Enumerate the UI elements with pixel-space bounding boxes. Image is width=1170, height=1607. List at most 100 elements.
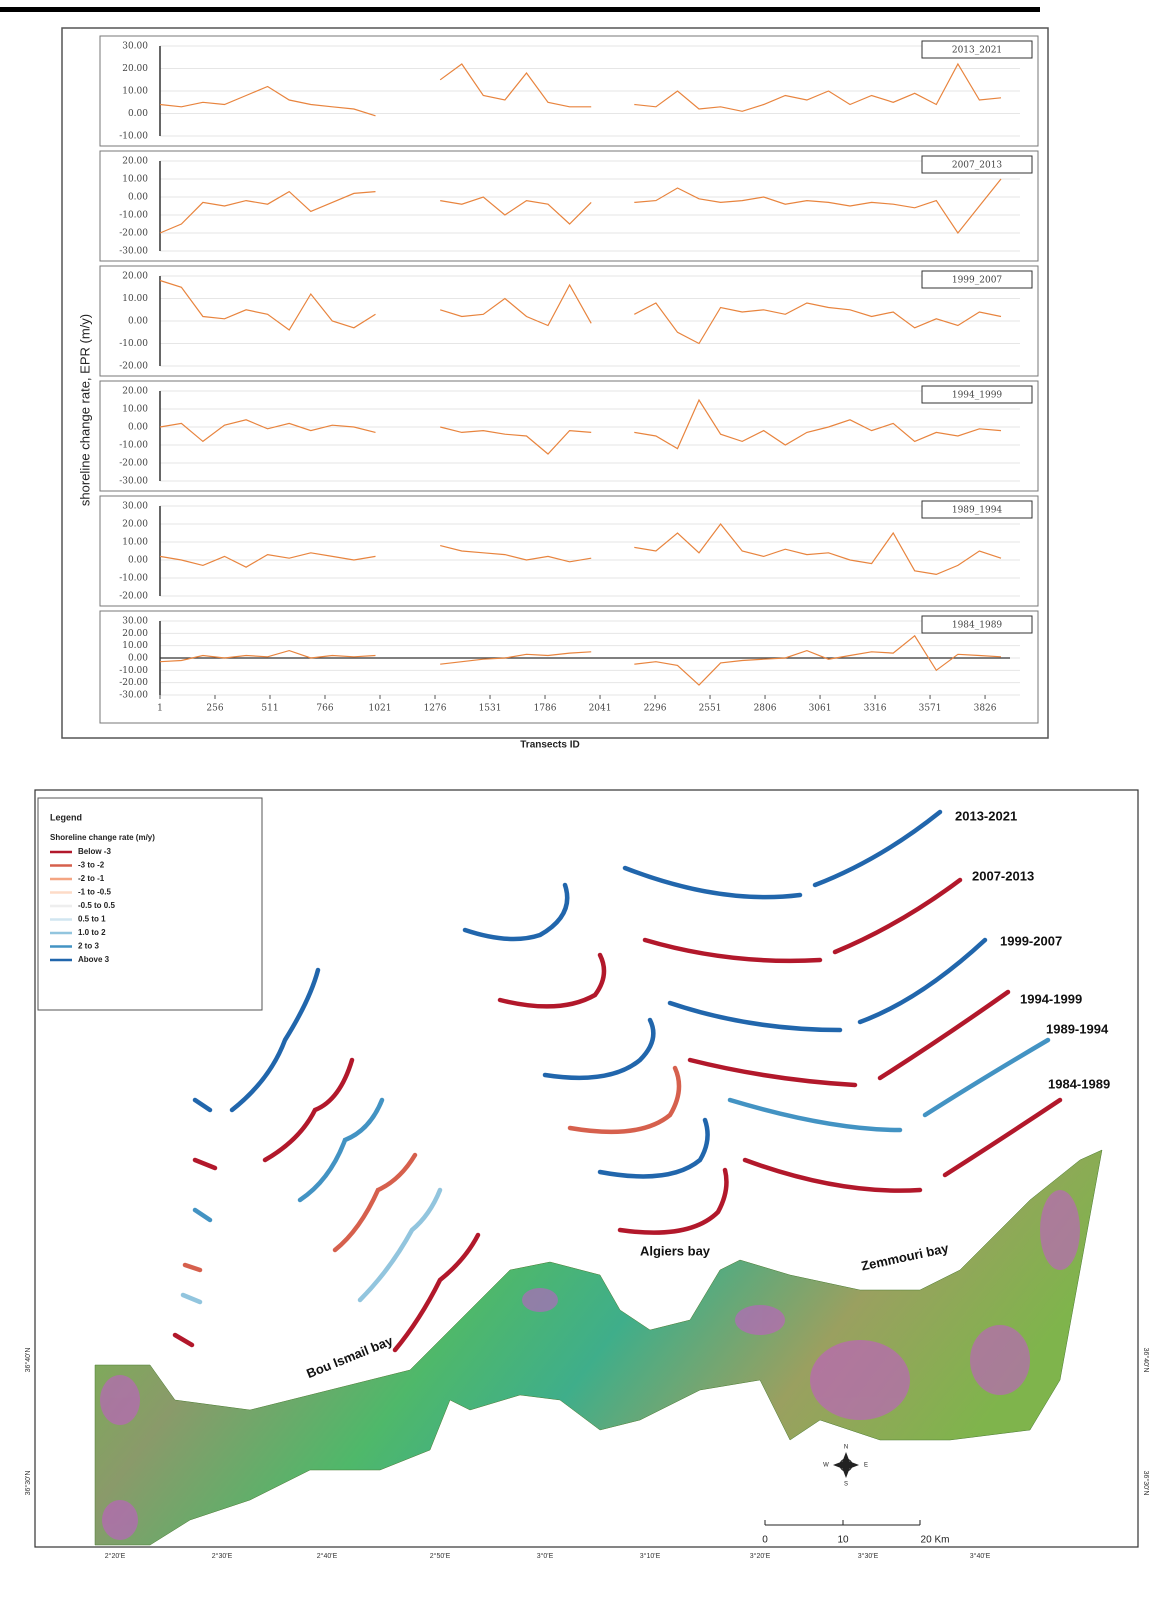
legend-label: -3 to -2 xyxy=(78,861,105,870)
scale-label: 10 xyxy=(837,1535,849,1546)
y-tick-label: 30.00 xyxy=(122,617,148,627)
y-tick-label: 0.00 xyxy=(128,109,148,119)
panel: 20.00 10.00 0.00 -10.00 -20.00 -30.00 2007_201… xyxy=(99,150,1039,262)
y-tick-label: -20.00 xyxy=(119,229,148,239)
lon-label: 2°50'E xyxy=(430,1552,451,1560)
period-label: 1989-1994 xyxy=(1046,1021,1109,1036)
panel-label: 1989_1994 xyxy=(952,506,1003,516)
panel-label-box xyxy=(921,500,1033,519)
scale-label: 20 Km xyxy=(921,1535,950,1546)
panel-frame xyxy=(99,610,1039,724)
x-tick-label: 2041 xyxy=(589,704,612,714)
x-tick-label: 3316 xyxy=(864,704,887,714)
compass xyxy=(839,1458,853,1472)
y-tick-label: -20.00 xyxy=(119,362,148,372)
x-tick-label: 2551 xyxy=(699,704,722,714)
land-texture xyxy=(100,1190,1080,1540)
period-label: 1994-1999 xyxy=(1020,991,1082,1006)
y-tick-label: 20.00 xyxy=(122,520,148,530)
panel: 30.00 20.00 10.00 0.00 -10.00 2013_2021 xyxy=(99,35,1039,147)
x-tick-label: 1 xyxy=(157,704,163,714)
legend-label: Below -3 xyxy=(78,847,111,856)
legend-label: Above 3 xyxy=(78,955,110,964)
legend-label: -0.5 to 0.5 xyxy=(78,901,115,910)
legend-label: -1 to -0.5 xyxy=(78,888,111,897)
lon-label: 2°20'E xyxy=(105,1552,126,1560)
y-tick-label: 0.00 xyxy=(128,423,148,433)
lon-label: 3°40'E xyxy=(970,1552,991,1560)
data-line xyxy=(159,279,1002,345)
y-tick-label: 10.00 xyxy=(122,641,148,651)
compass-label: E xyxy=(864,1463,868,1469)
y-tick-label: 0.00 xyxy=(128,317,148,327)
y-tick-label: 10.00 xyxy=(122,538,148,548)
panel-label: 1994_1999 xyxy=(952,391,1003,401)
panel: 20.00 10.00 0.00 -10.00 -20.00 1999_2007 xyxy=(99,265,1039,377)
legend-label: 0.5 to 1 xyxy=(78,915,106,924)
bay-label: Algiers bay xyxy=(640,1243,711,1258)
legend-subtitle: Shoreline change rate (m/y) xyxy=(50,833,155,842)
legend-label: 1.0 to 2 xyxy=(78,928,106,937)
panel-label-box xyxy=(921,270,1033,289)
data-line xyxy=(159,178,1002,235)
panel-frame xyxy=(99,150,1039,262)
lon-label: 3°20'E xyxy=(750,1552,771,1560)
x-tick-label: 766 xyxy=(316,704,333,714)
panel: 20.00 10.00 0.00 -10.00 -20.00 -30.00 1994_199… xyxy=(99,380,1039,492)
compass-label: W xyxy=(823,1463,829,1469)
y-tick-label: -20.00 xyxy=(119,592,148,602)
data-line xyxy=(159,62,1002,117)
panel: 30.00 20.00 10.00 0.00 -10.00 -20.00 1989_1994 xyxy=(99,495,1039,607)
compass xyxy=(833,1452,859,1478)
x-tick-label: 3061 xyxy=(809,704,832,714)
y-tick-label: 10.00 xyxy=(122,405,148,415)
x-tick-label: 3826 xyxy=(974,704,997,714)
top-rule xyxy=(0,7,1040,12)
y-tick-label: 10.00 xyxy=(122,87,148,97)
panel-frame xyxy=(99,380,1039,492)
legend-title: Legend xyxy=(50,812,82,822)
lon-label: 3°10'E xyxy=(640,1552,661,1560)
period-label: 1984-1989 xyxy=(1048,1076,1110,1091)
x-tick-label: 2806 xyxy=(754,704,777,714)
panel-label-box xyxy=(921,155,1033,174)
land xyxy=(94,1149,1103,1546)
period-label: 2013-2021 xyxy=(955,808,1017,823)
map: 2013-2021 2007-2013 1999-2007 1994-1999 … xyxy=(24,789,1150,1560)
legend-box xyxy=(37,797,263,1011)
panel-label: 2007_2013 xyxy=(952,161,1003,171)
lon-label: 3°30'E xyxy=(858,1552,879,1560)
data-line xyxy=(159,398,1002,455)
data-line xyxy=(159,523,1002,576)
y-tick-label: 20.00 xyxy=(122,272,148,282)
y-tick-label: 0.00 xyxy=(128,556,148,566)
x-tick-label: 3571 xyxy=(919,704,942,714)
y-tick-label: 10.00 xyxy=(122,175,148,185)
y-tick-label: 0.00 xyxy=(128,193,148,203)
y-tick-label: 20.00 xyxy=(122,64,148,74)
panel-frame xyxy=(99,495,1039,607)
y-tick-label: 30.00 xyxy=(122,42,148,52)
scale-label: 0 xyxy=(762,1535,768,1546)
legend-label: 2 to 3 xyxy=(78,942,99,951)
x-tick-label: 2296 xyxy=(644,704,667,714)
panel-label: 1999_2007 xyxy=(952,276,1003,286)
y-tick-label: 0.00 xyxy=(128,654,148,664)
period-label: 2007-2013 xyxy=(972,868,1034,883)
panel-label-box xyxy=(921,385,1033,404)
charts: 30.0020.0010.000.00-10.002013_2021shorel… xyxy=(77,35,1039,751)
shoreline-arcs xyxy=(172,809,1063,1353)
x-tick-label: 1276 xyxy=(424,704,447,714)
lat-label: 36°40'N xyxy=(1142,1348,1150,1373)
x-tick-label: 256 xyxy=(206,704,223,714)
panel-label: 2013_2021 xyxy=(952,46,1002,56)
panel-label-box xyxy=(921,40,1033,59)
x-axis-label: Transects ID xyxy=(520,740,579,751)
y-tick-label: -10.00 xyxy=(119,211,148,221)
y-tick-label: 30.00 xyxy=(122,502,148,512)
lat-label: 36°30'N xyxy=(1142,1471,1150,1496)
lon-label: 2°30'E xyxy=(212,1552,233,1560)
lon-label: 2°40'E xyxy=(317,1552,338,1560)
y-tick-label: -10.00 xyxy=(119,441,148,451)
